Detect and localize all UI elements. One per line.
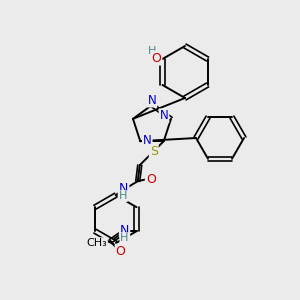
Text: H: H xyxy=(148,46,157,56)
Text: N: N xyxy=(120,224,129,237)
Text: CH₃: CH₃ xyxy=(86,238,107,248)
Text: N: N xyxy=(160,109,168,122)
Text: O: O xyxy=(146,173,156,186)
Text: H: H xyxy=(120,233,129,243)
Text: O: O xyxy=(116,245,125,258)
Text: S: S xyxy=(150,145,158,158)
Text: N: N xyxy=(119,182,128,195)
Text: N: N xyxy=(143,134,152,147)
Text: O: O xyxy=(152,52,161,64)
Text: N: N xyxy=(148,94,156,106)
Text: H: H xyxy=(118,191,127,201)
